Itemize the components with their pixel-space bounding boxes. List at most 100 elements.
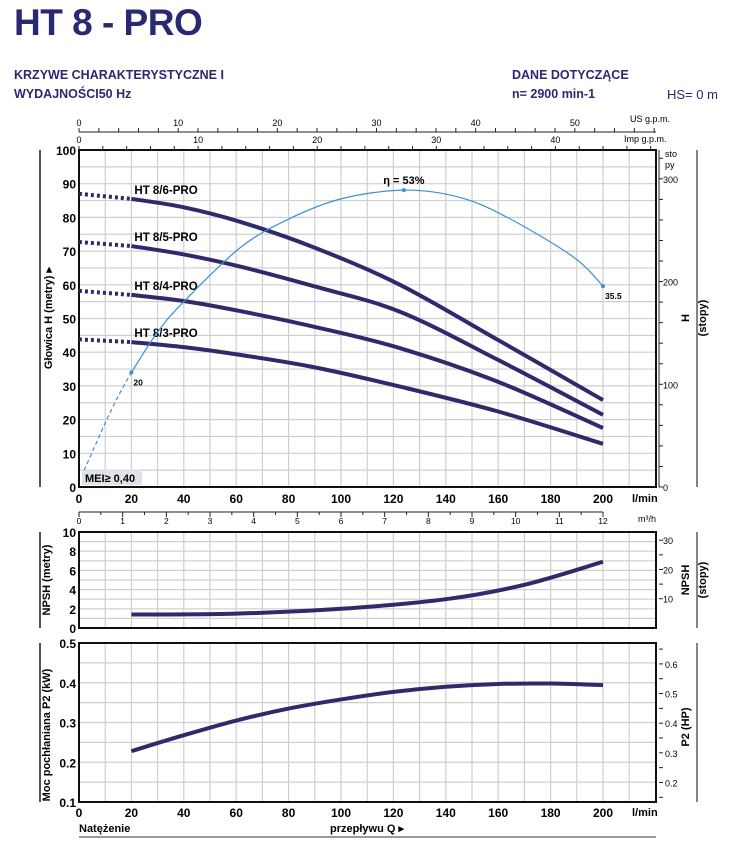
us-gpm-tick-label: 50 [570, 118, 580, 128]
x-tick-label: 60 [230, 806, 244, 820]
y-tick-label: 0.3 [59, 717, 76, 731]
us-gpm-tick-label: 0 [76, 118, 81, 128]
x-tick-label: 20 [125, 806, 139, 820]
npsh-right-axis-label: NPSH [680, 565, 692, 596]
feet-label-top2: py [665, 160, 675, 170]
x-tick-label: 40 [177, 492, 191, 506]
x-tick-label: 140 [436, 492, 456, 506]
subtitle-line1: KRZYWE CHARAKTERYSTYCZNE I [14, 68, 224, 82]
footer-flow-label: Natężenie [79, 823, 130, 835]
y-tick-label: 0.4 [59, 677, 76, 691]
y-tick-label: 50 [63, 313, 77, 327]
us-gpm-tick-label: 40 [471, 118, 481, 128]
y-tick-label: 40 [63, 346, 77, 360]
imp-gpm-tick-label: 0 [76, 135, 81, 145]
hp-tick-label: 0.6 [665, 660, 678, 670]
x-tick-label: 60 [230, 492, 244, 506]
head-curve-label: HT 8/3-PRO [134, 328, 197, 340]
x-tick-label: 20 [125, 492, 139, 506]
axes: 010203040506070809010002468100.10.20.30.… [39, 118, 698, 820]
y-tick-label: 10 [63, 447, 77, 461]
x-tick-label: 180 [541, 492, 561, 506]
reference-title: DANE DOTYCZĄCE [512, 68, 629, 82]
npsh-right-axis-unit: (stopy) [697, 561, 709, 598]
x-tick-label: 200 [593, 492, 613, 506]
subtitle-line2: WYDAJNOŚCI50 Hz [14, 87, 132, 101]
m3h-tick-label: 11 [555, 516, 564, 526]
x-tick-label: 160 [488, 806, 508, 820]
head-curve [131, 244, 604, 417]
y-tick-label: 0.1 [59, 796, 76, 810]
x-tick-label: 40 [177, 806, 191, 820]
head-curve [131, 340, 604, 446]
x-tick-label: 140 [436, 806, 456, 820]
plot-frame [78, 149, 657, 488]
feet-label-top1: sto [665, 149, 677, 159]
mei-label: MEI≥ 0,40 [85, 473, 135, 485]
speed-label: n= 2900 min-1 [512, 87, 596, 101]
m3h-tick-label: 1 [120, 516, 125, 526]
efficiency-point [401, 188, 406, 193]
efficiency-curve-dashed [83, 372, 132, 471]
y-tick-label: 20 [63, 414, 77, 428]
npsh-feet-tick-label: 30 [663, 536, 673, 546]
grids [79, 150, 656, 802]
feet-tick-label: 0 [663, 483, 668, 493]
y-tick-label: 0 [69, 622, 76, 636]
m3h-tick-label: 8 [426, 516, 431, 526]
head-curve-label: HT 8/5-PRO [134, 232, 197, 244]
imp-gpm-tick-label: 10 [193, 135, 203, 145]
efficiency-label: η = 53% [383, 175, 424, 187]
y-tick-label: 90 [63, 178, 77, 192]
m3h-label: m³/h [638, 514, 656, 524]
m3h-tick-label: 12 [598, 516, 608, 526]
y-tick-label: 0 [69, 481, 76, 495]
x-tick-label: 80 [282, 806, 296, 820]
head-axis-label: Głowica H (metry) ▸ [43, 266, 55, 369]
head-curve-extrapolated [78, 288, 132, 297]
m3h-tick-label: 4 [251, 516, 256, 526]
imp-gpm-tick-label: 40 [550, 135, 560, 145]
y-tick-label: 30 [63, 380, 77, 394]
head-curve-extrapolated [78, 240, 132, 249]
m3h-tick-label: 3 [208, 516, 213, 526]
efficiency-label: 20 [133, 377, 143, 387]
y-tick-label: 0.5 [59, 637, 76, 651]
y-tick-label: 2 [69, 603, 76, 617]
y-tick-label: 80 [63, 211, 77, 225]
us-gpm-tick-label: 20 [272, 118, 282, 128]
efficiency-point [601, 284, 605, 289]
footer-flow-q-label: przepływu Q ▸ [330, 823, 404, 835]
feet-tick-label: 300 [663, 175, 678, 185]
feet-tick-label: 200 [663, 278, 678, 288]
imp-gpm-tick-label: 20 [312, 135, 322, 145]
hs-label: HS= 0 m [667, 87, 718, 102]
hp-tick-label: 0.3 [665, 749, 678, 759]
us-gpm-label: US g.p.m. [630, 114, 670, 124]
head-right-axis-unit: (stopy) [697, 299, 709, 336]
head-curve [131, 196, 604, 402]
y-tick-label: 6 [69, 564, 76, 578]
us-gpm-tick-label: 10 [173, 118, 183, 128]
head-curve [131, 292, 604, 430]
head-curve-extrapolated [78, 191, 132, 201]
m3h-tick-label: 0 [77, 516, 82, 526]
x-tick-label: 80 [282, 492, 296, 506]
x-tick-label: 100 [331, 806, 351, 820]
efficiency-label: 35.5 [605, 291, 622, 301]
x-tick-label: 120 [383, 492, 403, 506]
head-curve-extrapolated [78, 337, 132, 345]
m3h-tick-label: 10 [511, 516, 521, 526]
x-tick-label: 160 [488, 492, 508, 506]
m3h-tick-label: 7 [382, 516, 387, 526]
y-tick-label: 70 [63, 245, 77, 259]
power-flow-unit-label: l/min [632, 807, 658, 819]
y-tick-label: 8 [69, 545, 76, 559]
head-curve-label: HT 8/6-PRO [134, 185, 197, 197]
x-tick-label: 200 [593, 806, 613, 820]
plot-frame [78, 531, 657, 629]
y-tick-label: 4 [69, 584, 76, 598]
hp-tick-label: 0.5 [665, 690, 678, 700]
x-tick-label: 120 [383, 806, 403, 820]
